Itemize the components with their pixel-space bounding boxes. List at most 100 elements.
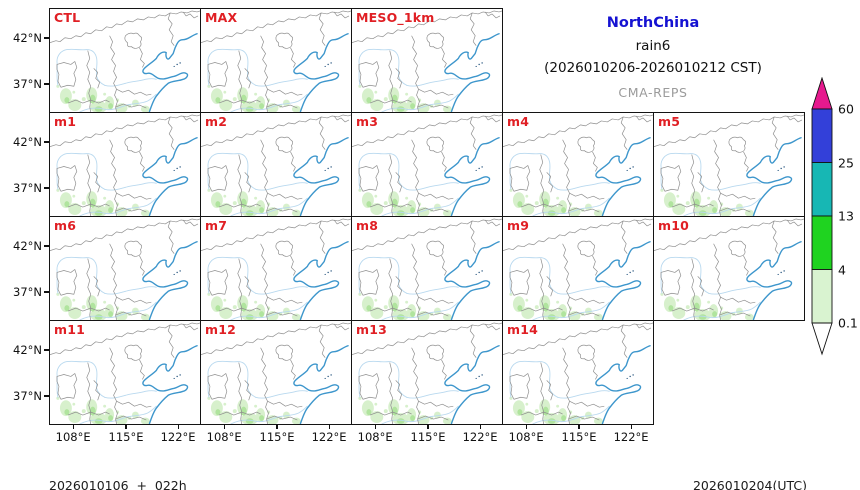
x-axis-tick-label: 108°E [55,430,91,444]
y-axis-tick-label: 37°N [13,181,42,196]
map-panel-m3: m3 [351,112,503,217]
panel-row: m11 m12 m13 m14 [49,320,654,425]
panel-label: m10 [658,218,690,233]
map-panel-m7: m7 [200,216,352,321]
map-panel-m11: m11 [49,320,201,425]
map-panel-m6: m6 [49,216,201,321]
title-model: CMA-REPS [618,85,688,100]
x-axis-tick-mark [374,424,376,429]
x-axis-tick-mark [479,424,481,429]
panel-label: m8 [356,218,379,233]
title-period: (2026010206-2026010212 CST) [544,60,762,76]
x-axis-tick-label: 122°E [613,430,649,444]
x-axis-tick-mark [328,424,330,429]
x-axis-tick-mark [177,424,179,429]
map-panel-m8: m8 [351,216,503,321]
colorbar: 60 25 13 4 0.1 [811,76,859,357]
x-axis-tick-mark [276,424,278,429]
y-axis-tick-mark [44,187,49,189]
x-axis-tick-label: 122°E [462,430,498,444]
y-axis-tick-label: 37°N [13,389,42,404]
x-axis-tick-label: 115°E [410,430,446,444]
colorbar-segment [811,269,833,324]
x-axis-tick-label: 122°E [160,430,196,444]
title-block: NorthChina rain6 (2026010206-2026010212 … [502,15,804,100]
x-axis-tick-label: 115°E [259,430,295,444]
x-axis-tick-mark [427,424,429,429]
panel-label: MESO_1km [356,10,435,25]
x-axis-tick-mark [223,424,225,429]
map-panel-m14: m14 [502,320,654,425]
map-panel-m12: m12 [200,320,352,425]
init-time-block: 2026010106 + 022h 2026010114 + 022h [49,447,187,490]
colorbar-segment [811,215,833,270]
y-axis-tick-label: 37°N [13,285,42,300]
title-variable: rain6 [635,38,671,54]
x-axis-tick-mark [525,424,527,429]
colorbar-scale [811,76,833,356]
panel-label: m7 [205,218,228,233]
panel-label: m9 [507,218,530,233]
panel-label: MAX [205,10,238,25]
x-axis-tick-label: 108°E [357,430,393,444]
x-axis-tick-label: 108°E [508,430,544,444]
x-axis-tick-mark [72,424,74,429]
panel-label: m5 [658,114,681,129]
panel-row: CTL MAX MESO_1km [49,8,503,113]
y-axis-tick-label: 42°N [13,30,42,45]
colorbar-tick-label: 25 [838,155,854,170]
panel-label: m2 [205,114,228,129]
y-axis-tick-label: 37°N [13,77,42,92]
map-panel-CTL: CTL [49,8,201,113]
colorbar-tick-label: 13 [838,208,854,224]
colorbar-segment [811,108,833,163]
panel-row: m1 m2 m3 m4 m5 [49,112,805,217]
map-panel-MESO_1km: MESO_1km [351,8,503,113]
y-axis-tick-mark [44,83,49,85]
map-panel-MAX: MAX [200,8,352,113]
title-region: NorthChina [606,15,700,31]
map-panel-m13: m13 [351,320,503,425]
panel-label: m3 [356,114,379,129]
colorbar-over-arrow [811,76,833,110]
y-axis-tick-label: 42°N [13,342,42,357]
x-axis-tick-mark [630,424,632,429]
y-axis-tick-mark [44,245,49,247]
x-axis-tick-label: 115°E [108,430,144,444]
panel-label: m4 [507,114,530,129]
y-axis-tick-label: 42°N [13,238,42,253]
colorbar-segment [811,162,833,217]
y-axis-tick-mark [44,349,49,351]
map-panel-m9: m9 [502,216,654,321]
colorbar-tick-label: 60 [838,101,854,117]
y-axis-tick-label: 42°N [13,134,42,149]
colorbar-under-arrow [811,322,833,356]
colorbar-tick-label: 0.1 [838,315,858,331]
panel-label: m1 [54,114,77,129]
y-axis-tick-mark [44,291,49,293]
colorbar-tick-label: 4 [838,262,846,277]
x-axis-tick-mark [578,424,580,429]
map-panel-m5: m5 [653,112,805,217]
x-axis-tick-label: 122°E [311,430,347,444]
map-panel-m4: m4 [502,112,654,217]
panel-label: m6 [54,218,77,233]
panel-label: m13 [356,322,388,337]
x-axis-tick-label: 108°E [206,430,242,444]
y-axis-tick-mark [44,37,49,39]
panel-label: m12 [205,322,237,337]
x-axis-tick-mark [125,424,127,429]
panel-label: CTL [54,10,81,25]
map-panel-m10: m10 [653,216,805,321]
y-axis-tick-mark [44,141,49,143]
panel-label: m11 [54,322,86,337]
map-panel-m2: m2 [200,112,352,217]
panel-row: m6 m7 m8 m9 m10 [49,216,805,321]
x-axis-tick-label: 115°E [561,430,597,444]
valid-time-utc: 2026010204(UTC) [692,478,807,490]
valid-time-block: 2026010204(UTC) 2026010212(CST) [693,447,807,490]
init-time-line-1: 2026010106 + 022h [49,478,187,490]
map-panel-m1: m1 [49,112,201,217]
y-axis-tick-mark [44,395,49,397]
